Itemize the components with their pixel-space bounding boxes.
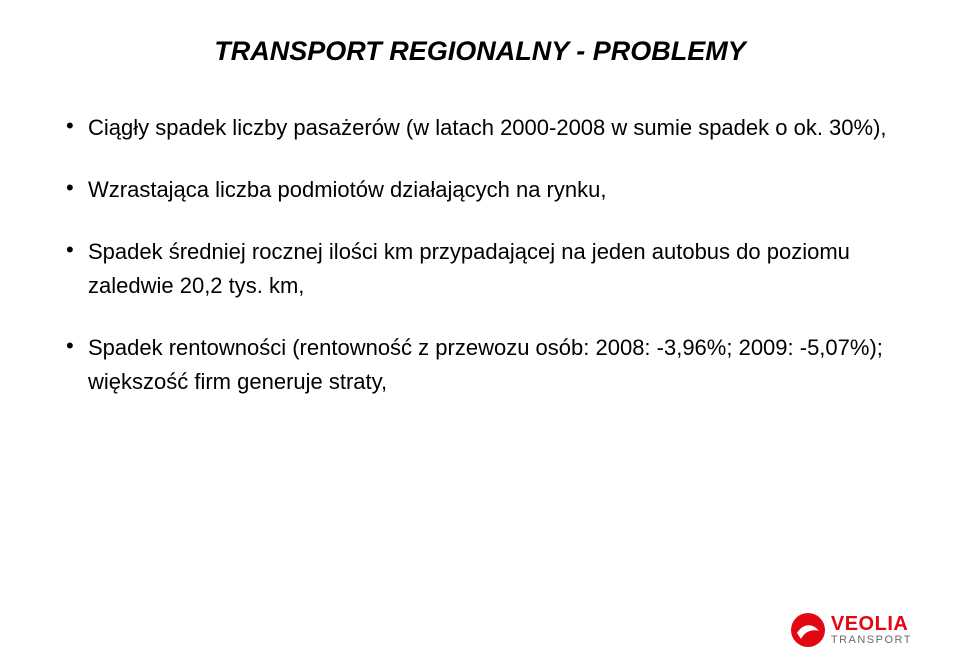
bullet-list: Ciągły spadek liczby pasażerów (w latach… bbox=[60, 111, 900, 400]
list-item: Spadek średniej rocznej ilości km przypa… bbox=[60, 235, 900, 303]
bullet-text: Spadek średniej rocznej ilości km przypa… bbox=[88, 239, 850, 298]
list-item: Wzrastająca liczba podmiotów działającyc… bbox=[60, 173, 900, 207]
veolia-logo: VEOLIA TRANSPORT bbox=[791, 613, 912, 647]
veolia-logo-icon bbox=[791, 613, 825, 647]
slide-container: TRANSPORT REGIONALNY - PROBLEMY Ciągły s… bbox=[0, 0, 960, 667]
bullet-text: Ciągły spadek liczby pasażerów (w latach… bbox=[88, 115, 887, 140]
list-item: Ciągły spadek liczby pasażerów (w latach… bbox=[60, 111, 900, 145]
swoosh-icon bbox=[791, 613, 825, 647]
logo-subtitle-text: TRANSPORT bbox=[831, 635, 912, 646]
logo-brand-text: VEOLIA bbox=[831, 614, 912, 634]
bullet-text: Wzrastająca liczba podmiotów działającyc… bbox=[88, 177, 606, 202]
page-title: TRANSPORT REGIONALNY - PROBLEMY bbox=[60, 36, 900, 67]
list-item: Spadek rentowności (rentowność z przewoz… bbox=[60, 331, 900, 399]
bullet-text: Spadek rentowności (rentowność z przewoz… bbox=[88, 335, 883, 394]
logo-text-block: VEOLIA TRANSPORT bbox=[831, 614, 912, 646]
